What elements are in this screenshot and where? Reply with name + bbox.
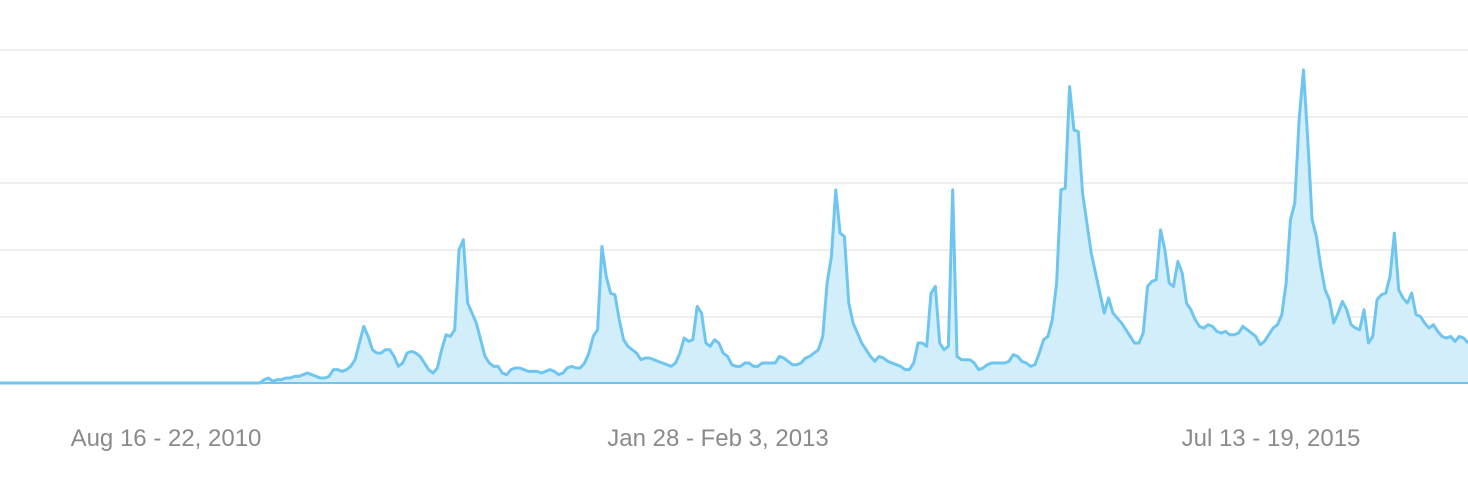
gridlines [0, 49, 1468, 318]
x-tick-label: Jan 28 - Feb 3, 2013 [607, 425, 828, 452]
x-tick-label: Jul 13 - 19, 2015 [1182, 425, 1361, 452]
x-tick-label: Aug 16 - 22, 2010 [71, 425, 262, 452]
x-tick-labels: Aug 16 - 22, 2010 Jan 28 - Feb 3, 2013 Jul… [71, 425, 1361, 452]
